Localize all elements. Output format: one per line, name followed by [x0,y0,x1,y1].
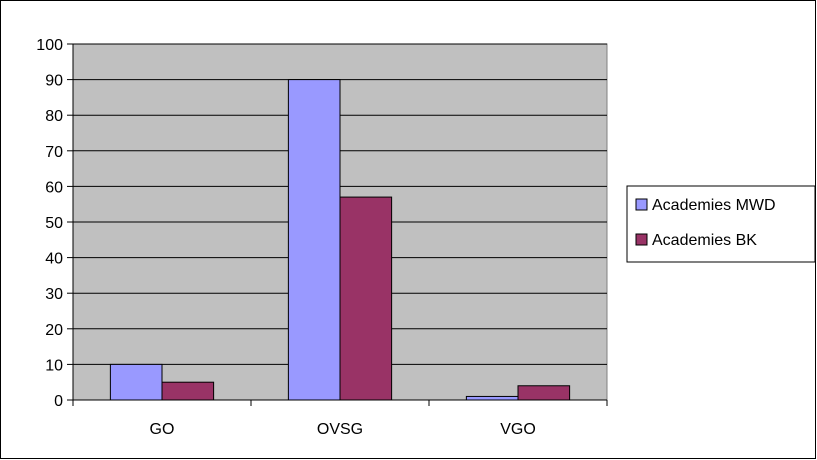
y-tick-label: 90 [45,73,63,90]
y-tick-label: 10 [45,357,63,374]
y-tick-label: 20 [45,322,63,339]
x-tick-label: GO [150,421,175,438]
bar-vgo-series-1 [465,395,519,401]
x-tick-label: OVSG [317,421,363,438]
legend-label: Academies MWD [652,197,776,214]
bar-go-series-2 [161,381,215,401]
y-tick-label: 30 [45,286,63,303]
bar-ovsg-series-1 [287,79,341,401]
legend-swatch [635,233,648,246]
legend: Academies MWD Academies BK [626,185,816,263]
x-tick-labels: GO OVSG VGO [150,421,536,438]
y-tick-label: 0 [54,393,63,410]
bar-ovsg-series-2 [339,196,393,401]
y-tick-label: 60 [45,179,63,196]
legend-box [626,185,816,263]
y-tick-label: 40 [45,251,63,268]
legend-swatch [635,198,648,211]
bar-vgo-series-2 [517,385,571,401]
legend-label: Academies BK [652,232,757,249]
y-tick-label: 70 [45,144,63,161]
axes [67,43,608,406]
y-tick-labels: 0 10 20 30 40 50 60 70 80 90 100 [36,37,63,410]
x-tick-label: VGO [500,421,536,438]
bar-go-series-1 [109,363,163,401]
y-tick-label: 80 [45,108,63,125]
y-tick-label: 100 [36,37,63,54]
y-tick-label: 50 [45,215,63,232]
